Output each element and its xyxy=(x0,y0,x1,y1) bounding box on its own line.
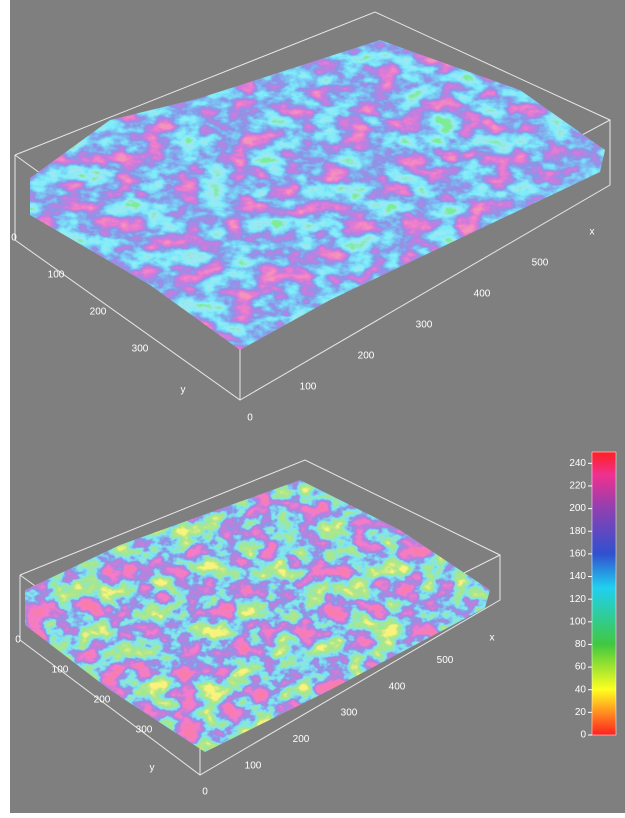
y-tick-label: 200 xyxy=(90,307,107,318)
x-tick-label: 100 xyxy=(245,760,262,771)
x-tick-label: 0 xyxy=(247,413,253,424)
x-tick-label: 0 xyxy=(202,787,208,798)
x-axis-label: x xyxy=(490,633,495,644)
colorbar xyxy=(592,452,616,735)
colorbar-tick-label: 0 xyxy=(580,730,586,741)
x-tick-label: 400 xyxy=(474,289,491,300)
y-tick-label: 100 xyxy=(52,665,69,676)
x-tick-label: 500 xyxy=(437,655,454,666)
y-tick-label: 300 xyxy=(132,344,149,355)
colorbar-tick-label: 180 xyxy=(569,526,586,537)
x-axis-label: x xyxy=(590,227,595,238)
colorbar-tick-label: 120 xyxy=(569,594,586,605)
colorbar-tick-label: 40 xyxy=(575,684,587,695)
y-tick-label: 0 xyxy=(11,233,17,244)
y-axis-label: y xyxy=(150,763,155,774)
colorbar-tick-label: 20 xyxy=(575,707,587,718)
x-tick-label: 100 xyxy=(300,382,317,393)
colorbar-tick-label: 100 xyxy=(569,616,586,627)
figure: 0100200300400500x0100200300y010020030040… xyxy=(0,0,625,813)
colorbar-tick-label: 80 xyxy=(575,639,587,650)
colorbar-tick-label: 140 xyxy=(569,571,586,582)
colorbar-tick-label: 200 xyxy=(569,503,586,514)
x-tick-label: 200 xyxy=(293,734,310,745)
y-tick-label: 100 xyxy=(48,270,65,281)
x-tick-label: 300 xyxy=(341,708,358,719)
y-tick-label: 300 xyxy=(136,725,153,736)
y-tick-label: 200 xyxy=(94,695,111,706)
colorbar-tick-label: 240 xyxy=(569,458,586,469)
x-tick-label: 200 xyxy=(358,351,375,362)
x-tick-label: 500 xyxy=(532,258,549,269)
y-tick-label: 0 xyxy=(15,635,21,646)
x-tick-label: 400 xyxy=(389,681,406,692)
colorbar-tick-label: 160 xyxy=(569,549,586,560)
y-axis-label: y xyxy=(181,385,186,396)
colorbar-tick-label: 60 xyxy=(575,662,587,673)
colorbar-tick-label: 220 xyxy=(569,481,586,492)
x-tick-label: 300 xyxy=(416,320,433,331)
